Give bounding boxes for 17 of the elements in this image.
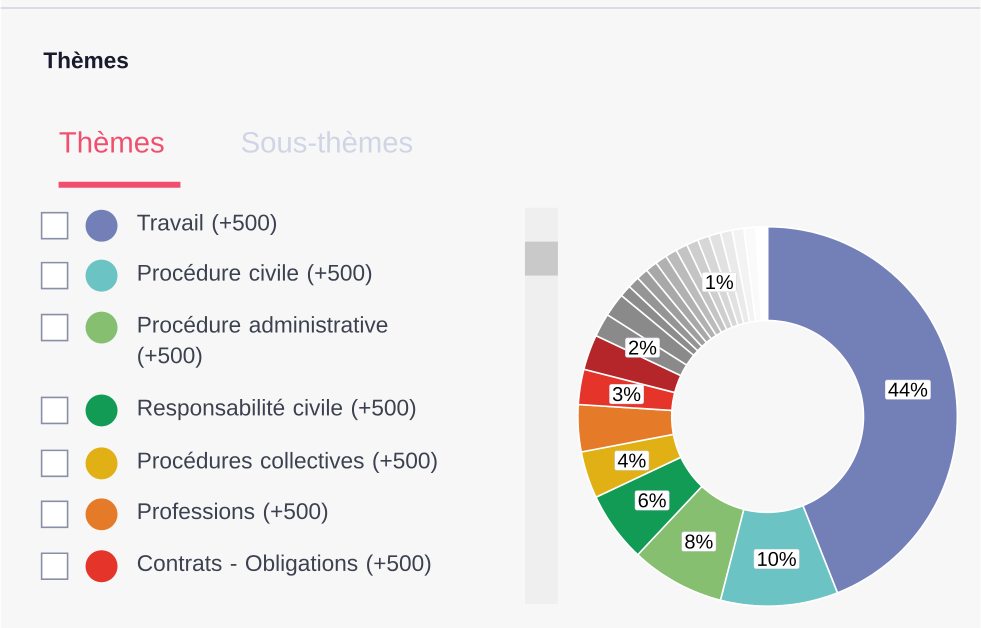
chart-title: Thèmes <box>44 51 128 68</box>
legend-label: Procédure civile (+500) <box>138 264 372 286</box>
data-label: 8% <box>685 534 713 549</box>
legend-label: Professions (+500) <box>138 502 328 524</box>
data-label: 44% <box>888 382 928 397</box>
data-label: 1% <box>706 275 733 290</box>
text: Thèmes <box>60 130 164 153</box>
legend-label: Responsabilité civile (+500) <box>138 398 416 420</box>
legend-label: Procédure administrative (+500) <box>138 316 388 368</box>
legend-label: Travail (+500) <box>137 214 276 235</box>
data-label: 2% <box>629 340 656 355</box>
data-label: 6% <box>638 493 666 508</box>
data-label: 3% <box>612 386 640 402</box>
data-label: 4% <box>618 454 646 468</box>
legend-label: Contrats - Obligations (+500) <box>138 554 430 576</box>
data-label: 10% <box>758 552 796 566</box>
legend-label: Procédures collectives (+500) <box>138 452 437 473</box>
